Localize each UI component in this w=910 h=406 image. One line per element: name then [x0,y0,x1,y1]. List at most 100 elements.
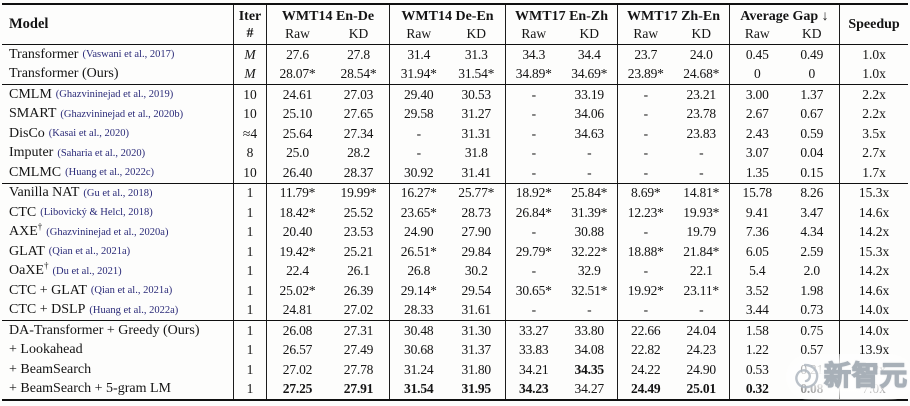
cell-speedup: 13.9x [858,342,890,358]
citation: (Ghazvininejad et al., 2020b) [60,108,184,120]
table-row: CMLM (Ghazvininejad et al., 2019) 10 24.61 2… [0,85,910,105]
header-sub-kd: KD [579,25,600,41]
cell-model: + Lookahead [0,340,234,360]
cell-value: 23.11* [683,282,720,298]
cell-value: 23.89* [627,66,664,82]
cell-value: 29.14* [400,282,437,298]
cell-value: 34.23 [519,381,549,397]
model-name: + BeamSearch + 5-gram LM [9,381,171,397]
cell-value: 1.98 [800,282,824,298]
cell-group: 31.24 31.80 [390,360,506,380]
cell-model: OaXE† (Du et al., 2021) [0,261,234,281]
cell-group: 24.90 27.90 [390,222,506,242]
cell-value: 32.22* [571,243,608,259]
cell-value: - [416,125,421,141]
cell-value: 31.39* [571,204,608,220]
cell-value: 23.78 [686,106,717,122]
cell-value: 29.79* [515,243,552,259]
watermark-text: 新智元 [823,360,908,392]
cell-value: 27.65 [343,106,374,122]
cell-group: 33.27 33.80 [506,321,618,341]
watermark-swirl-icon [788,360,822,394]
cell-value: 29.40 [404,86,434,102]
cell-value: 34.69* [571,66,608,82]
model-name: Imputer [9,145,54,161]
cell-group: 22.66 24.04 [618,321,730,341]
cell-group: 34.89* 34.69* [506,64,618,84]
citation: (Qian et al., 2021a) [90,285,173,297]
cell-speedup: 1.0x [862,66,886,82]
cell-group: 26.51* 29.84 [390,242,506,262]
cell-iter: 1 [234,261,267,281]
cell-group: 34.3 34.4 [506,45,618,65]
cell-group: 26.84* 31.39* [506,203,618,223]
cell-group: 30.68 31.37 [390,340,506,360]
table-row: OaXE† (Du et al., 2021) 1 22.4 26.1 26.8 30.2-… [0,261,910,281]
cell-value: 27.02 [282,361,313,377]
cell-group: 1.35 0.15 [730,163,840,183]
cell-iter: 1 [234,321,267,341]
cell-value: 8.69* [631,185,661,201]
cell-value: 33.27 [519,322,549,338]
model-name: AXE† [9,221,43,240]
cell-value: 8.26 [800,185,824,201]
citation: (Du et al., 2021) [52,265,122,277]
model-name: CTC + DSLP [9,302,86,318]
cell-value: 1.58 [745,322,769,338]
cell-value: - [643,106,648,122]
cell-value: 24.04 [686,322,717,338]
cell-value: 25.77* [458,185,495,201]
cell-speedup: 1.7x [862,164,886,180]
cell-value: 23.21 [686,86,717,102]
cell-value: 29.54 [461,282,492,298]
table-row: + BeamSearch 1 27.02 27.78 31.24 31.80 34.21 34… [0,360,910,380]
header-sub-kd: KD [466,25,487,41]
cell-model: CTC + GLAT (Qian et al., 2021a) [0,281,234,301]
cell-value: 25.84* [571,185,608,201]
cell-model: + BeamSearch + 5-gram LM [0,379,234,399]
cell-value: - [643,86,648,102]
cell-value: - [531,263,536,279]
cell-value: 27.90 [461,224,492,240]
cell-group: 16.27* 25.77* [390,183,506,203]
cell-value: 0.75 [800,322,824,338]
cell-group: 18.88* 21.84* [618,242,730,262]
citation: (Qian et al., 2021a) [48,246,131,258]
citation: (Huang et al., 2022c) [65,167,155,179]
cell-model: CTC (Libovický & Helcl, 2018) [0,203,234,223]
cell-value: 24.0 [689,46,713,62]
cell-group: - 33.19 [506,85,618,105]
cell-value: 4.34 [800,224,824,240]
bottom-rule [2,399,908,401]
cell-value: 27.31 [343,322,374,338]
model-name: CTC + GLAT [9,282,87,298]
cell-value: 30.68 [404,342,434,358]
cell-speedup: 14.2x [858,224,890,240]
cell-value: 30.48 [404,322,434,338]
block-divider [2,182,908,184]
cell-value: - [643,164,648,180]
cell-value: 34.35 [574,361,605,377]
cell-group: - 19.79 [618,222,730,242]
cell-value: 31.54* [458,66,495,82]
cell-group: 23.7 24.0 [618,45,730,65]
cell-value: 28.2 [347,145,370,161]
cell-model: CTC + DSLP (Huang et al., 2022a) [0,300,234,320]
cell-value: 18.92* [515,185,552,201]
cell-value: 19.99* [340,185,377,201]
citation: (Kasai et al., 2020) [48,128,129,140]
cell-value: 19.92* [627,282,664,298]
model-name: CMLM [9,86,52,102]
cell-group: -- [618,300,730,320]
cell-group: 23.89* 24.68* [618,64,730,84]
cell-value: 22.66 [631,322,661,338]
cell-value: - [531,125,536,141]
cell-value: 30.92 [404,164,434,180]
table-row: AXE† (Ghazvininejad et al., 2020a) 1 20.40 2… [0,221,910,242]
header-sub-raw: Raw [633,25,659,41]
cell-group: - 23.83 [618,124,730,144]
cell-value: 28.37 [343,164,374,180]
cell-value: 3.07 [745,145,769,161]
cell-value: 27.25 [282,381,313,397]
